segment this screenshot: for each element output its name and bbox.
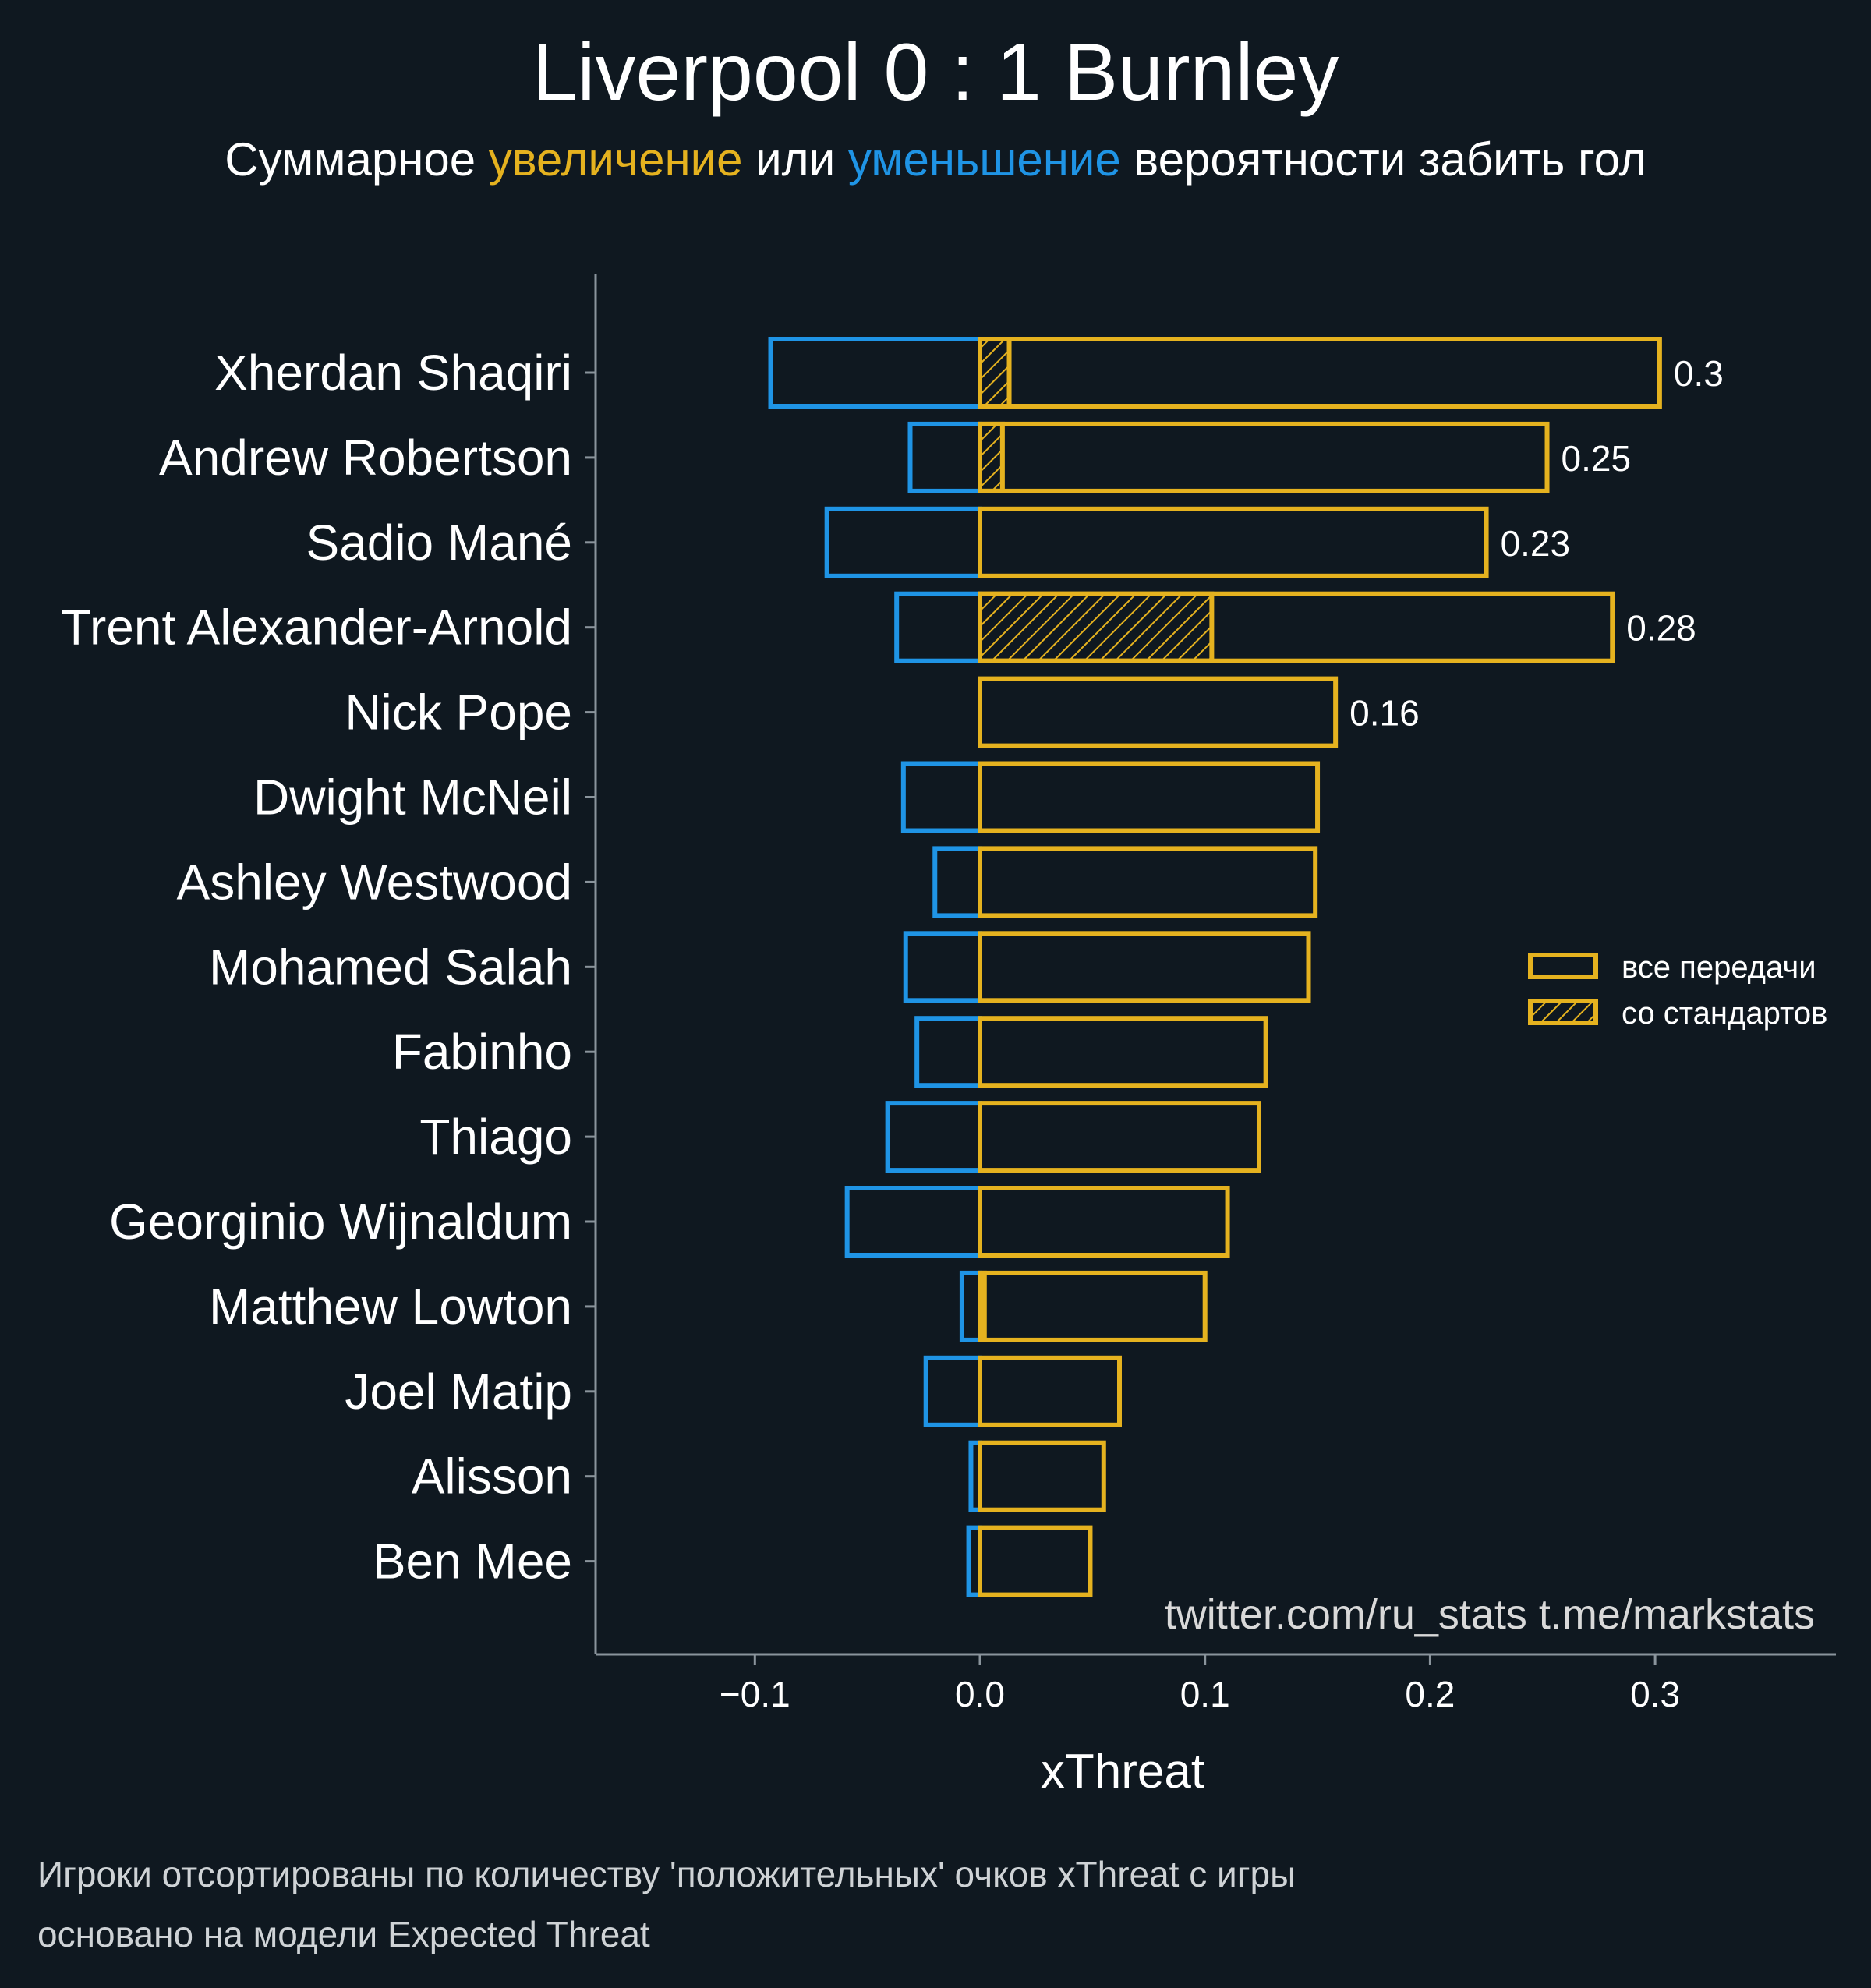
legend-label-all-passes: все передачи — [1622, 950, 1816, 985]
x-tick-label: −0.1 — [720, 1674, 790, 1714]
y-tick-label: Alisson — [412, 1449, 572, 1505]
bar-value-label: 0.16 — [1349, 693, 1420, 734]
bar-value-label: 0.23 — [1501, 523, 1571, 564]
chart-subtitle: Суммарное увеличение или уменьшение веро… — [225, 133, 1646, 186]
y-tick-label: Dwight McNeil — [253, 769, 572, 826]
y-tick-label: Joel Matip — [345, 1364, 572, 1420]
subtitle-suffix: вероятности забить гол — [1121, 133, 1646, 186]
bar-all-passes — [978, 1016, 1268, 1088]
bar-all-passes — [978, 421, 1550, 493]
bar-value-label: 0.25 — [1562, 438, 1632, 479]
bar-set-pieces — [978, 591, 1215, 663]
bar-value-label: 0.28 — [1626, 608, 1696, 649]
x-axis-label: xThreat — [1041, 1745, 1204, 1799]
plot-area: −0.1 0.0 0.1 0.2 0.3 xThreat Xherdan Shaqiri 0.… — [61, 274, 1836, 1799]
y-tick-label: Georginio Wijnaldum — [109, 1194, 572, 1250]
legend-swatch-all-passes — [1528, 953, 1598, 979]
bar-all-passes — [978, 337, 1662, 409]
bar-all-passes — [978, 931, 1311, 1003]
x-tick-label: 0.2 — [1405, 1674, 1455, 1714]
legend-swatch-set-pieces — [1528, 999, 1598, 1025]
bar-all-passes — [978, 1525, 1093, 1597]
y-tick-label: Trent Alexander-Arnold — [61, 600, 572, 656]
bar-all-passes — [978, 1186, 1230, 1258]
subtitle-prefix: Суммарное — [225, 133, 488, 186]
y-tick-label: Mohamed Salah — [209, 939, 572, 995]
y-tick-label: Ben Mee — [373, 1533, 572, 1590]
bar-set-pieces — [978, 421, 1005, 493]
y-tick-label: Nick Pope — [345, 684, 572, 741]
bar-all-passes — [978, 591, 1615, 663]
bar-all-passes — [978, 506, 1489, 578]
y-tick-label: Ashley Westwood — [177, 854, 573, 910]
chart-title: Liverpool 0 : 1 Burnley — [532, 27, 1339, 118]
bar-all-passes — [978, 761, 1321, 833]
y-tick-label: Sadio Mané — [306, 515, 572, 571]
footnote-line-2: основано на модели Expected Threat — [37, 1914, 650, 1954]
y-tick-label: Matthew Lowton — [209, 1279, 572, 1335]
bar-all-passes — [978, 1440, 1106, 1512]
bar-value-label: 0.3 — [1674, 353, 1724, 394]
subtitle-increase: увеличение — [489, 133, 743, 186]
footnote-line-1: Игроки отсортированы по количеству 'поло… — [37, 1854, 1296, 1894]
credit-text: twitter.com/ru_stats t.me/markstats — [1165, 1591, 1815, 1638]
bar-all-passes — [978, 846, 1318, 918]
bar-all-passes — [978, 1355, 1122, 1427]
x-tick-label: 0.3 — [1630, 1674, 1680, 1714]
y-tick-label: Fabinho — [392, 1024, 572, 1080]
bar-all-passes — [978, 1270, 1208, 1342]
y-tick-label: Xherdan Shaqiri — [214, 345, 572, 401]
bar-all-passes — [978, 676, 1339, 748]
x-tick-label: 0.1 — [1180, 1674, 1230, 1714]
legend-label-set-pieces: со стандартов — [1622, 996, 1827, 1031]
y-tick-label: Thiago — [419, 1109, 572, 1165]
y-tick-label: Andrew Robertson — [159, 430, 572, 486]
bar-set-pieces — [978, 337, 1012, 409]
subtitle-decrease: уменьшение — [848, 133, 1121, 186]
bar-all-passes — [978, 1101, 1261, 1173]
subtitle-middle: или — [743, 133, 848, 186]
legend: все передачи со стандартов — [1528, 950, 1827, 1031]
x-tick-label: 0.0 — [955, 1674, 1005, 1714]
